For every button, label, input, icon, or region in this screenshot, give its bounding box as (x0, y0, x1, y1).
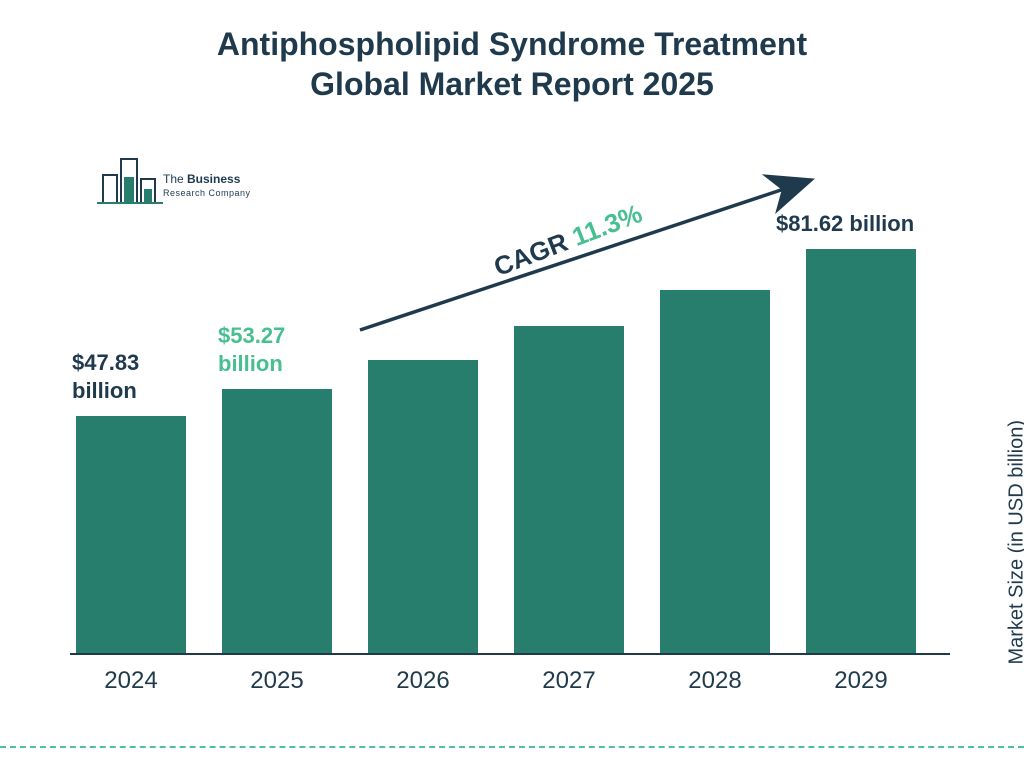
bar-2026 (368, 360, 478, 653)
bar-2025 (222, 389, 332, 653)
value-label-2024: $47.83billion (72, 349, 190, 404)
bar-2029 (806, 249, 916, 653)
xlabel-2026: 2026 (368, 667, 478, 695)
bar-chart: 2024 $47.83billion 2025 $53.27billion 2026 20… (70, 135, 950, 695)
bar-2028 (660, 290, 770, 653)
xlabel-2024: 2024 (76, 667, 186, 695)
xlabel-2028: 2028 (660, 667, 770, 695)
chart-title: Antiphospholipid Syndrome Treatment Glob… (0, 0, 1024, 104)
bar-2024 (76, 416, 186, 653)
y-axis-label: Market Size (in USD billion) (1006, 420, 1024, 665)
value-label-2029: $81.62 billion (776, 210, 956, 238)
value-label-2025: $53.27billion (218, 322, 336, 377)
footer-dashed-line (0, 746, 1024, 748)
title-line1: Antiphospholipid Syndrome Treatment (217, 26, 807, 62)
x-axis-line (70, 653, 950, 655)
xlabel-2027: 2027 (514, 667, 624, 695)
xlabel-2025: 2025 (222, 667, 332, 695)
xlabel-2029: 2029 (806, 667, 916, 695)
title-line2: Global Market Report 2025 (310, 66, 714, 102)
bar-2027 (514, 326, 624, 653)
